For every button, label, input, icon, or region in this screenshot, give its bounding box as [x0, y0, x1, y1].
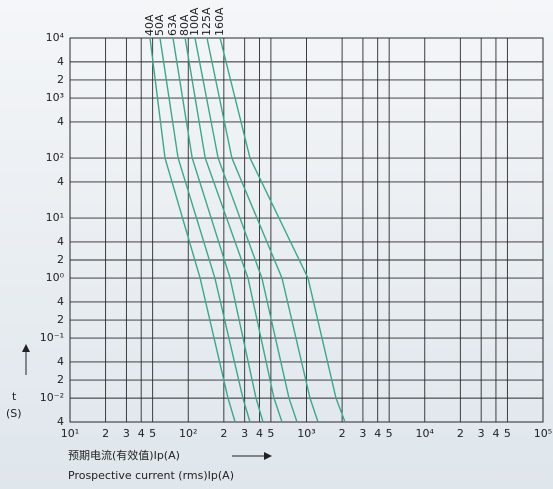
y-tick-label: 2	[57, 373, 64, 386]
y-tick-label: 10⁴	[46, 31, 65, 44]
curve	[159, 37, 251, 423]
y-tick-label: 10⁻¹	[40, 331, 64, 344]
x-arrow-head	[264, 452, 272, 460]
x-axis-label-en: Prospective current (rms)Ip(A)	[68, 469, 234, 482]
y-tick-label: 4	[57, 175, 64, 188]
x-tick-label: 4	[492, 427, 499, 440]
x-tick-label: 10⁴	[416, 427, 435, 440]
x-tick-label: 10²	[179, 427, 197, 440]
curve	[172, 37, 264, 423]
curve	[206, 37, 319, 423]
curve	[219, 37, 346, 423]
plot-frame	[69, 37, 544, 423]
x-tick-label: 4	[374, 427, 381, 440]
y-tick-label: 4	[57, 55, 64, 68]
x-tick-label: 3	[359, 427, 366, 440]
curve	[194, 37, 298, 423]
x-tick-label: 2	[457, 427, 464, 440]
curve	[149, 37, 236, 423]
x-tick-label: 5	[386, 427, 393, 440]
y-tick-label: 2	[57, 73, 64, 86]
x-axis-label: 预期电流(有效值)Ip(A)	[68, 448, 180, 462]
x-tick-label: 5	[149, 427, 156, 440]
y-tick-label: 10³	[46, 91, 64, 104]
y-axis-unit: (S)	[6, 407, 22, 420]
legend-label: 50A	[153, 14, 166, 36]
y-arrow-head	[22, 344, 30, 352]
legend-label: 40A	[143, 14, 156, 36]
x-tick-label: 5	[267, 427, 274, 440]
x-tick-label: 4	[138, 427, 145, 440]
legend-label: 80A	[178, 14, 191, 36]
x-tick-label: 10⁵	[534, 427, 552, 440]
y-tick-label: 4	[57, 355, 64, 368]
legend-label: 63A	[166, 14, 179, 36]
legend-label: 100A	[188, 7, 201, 36]
y-tick-label: 10⁰	[46, 271, 65, 284]
x-tick-label: 5	[504, 427, 511, 440]
y-tick-label: 10⁻²	[40, 391, 64, 404]
x-tick-label: 2	[220, 427, 227, 440]
legend-label: 125A	[200, 7, 213, 36]
x-tick-label: 2	[102, 427, 109, 440]
x-tick-label: 10¹	[61, 427, 79, 440]
y-tick-label: 4	[57, 295, 64, 308]
y-tick-label: 2	[57, 253, 64, 266]
y-tick-label: 10¹	[46, 211, 64, 224]
y-tick-label: 4	[57, 115, 64, 128]
x-tick-label: 3	[478, 427, 485, 440]
y-tick-label: 4	[57, 235, 64, 248]
x-tick-label: 3	[123, 427, 130, 440]
y-tick-label: 4	[57, 415, 64, 428]
x-tick-label: 2	[339, 427, 346, 440]
x-tick-label: 4	[256, 427, 263, 440]
x-tick-label: 3	[241, 427, 248, 440]
y-axis-label: t	[12, 390, 17, 403]
x-tick-label: 10³	[297, 427, 315, 440]
curve	[184, 37, 283, 423]
y-tick-label: 2	[57, 313, 64, 326]
y-tick-label: 10²	[46, 151, 64, 164]
legend-label: 160A	[213, 7, 226, 36]
